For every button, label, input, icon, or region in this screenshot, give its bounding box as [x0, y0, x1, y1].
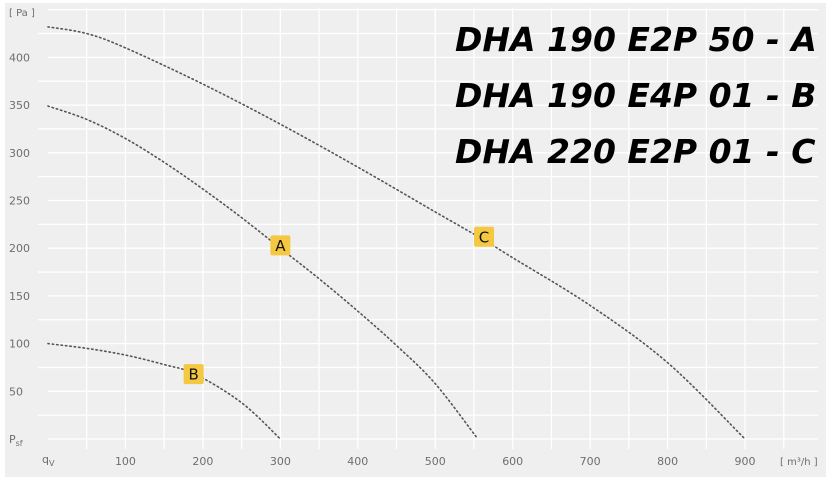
x-origin-label: qV [42, 453, 55, 468]
y-tick-label: 300 [9, 147, 30, 160]
curve-badges: A B C [183, 226, 495, 385]
legend: DHA 190 E2P 50 - A DHA 190 E4P 01 - B DH… [455, 12, 817, 180]
x-tick-label: 100 [115, 455, 136, 468]
x-tick-label: 700 [580, 455, 601, 468]
curve-c [47, 26, 746, 440]
plot-background [5, 3, 826, 477]
y-tick-label: 400 [9, 51, 30, 64]
x-tick-label: 600 [502, 455, 523, 468]
legend-item-b: DHA 190 E4P 01 - B [455, 76, 817, 115]
axis-ticks: 50 100 150 200 250 300 350 400 100 200 300 400 500 60… [9, 51, 756, 468]
badge-a: A [270, 235, 291, 256]
grid [38, 7, 818, 449]
x-tick-label: 200 [192, 455, 213, 468]
legend-item-a: DHA 190 E2P 50 - A [455, 20, 817, 59]
y-tick-label: 150 [9, 290, 30, 303]
badge-c: C [474, 226, 495, 247]
curves [47, 26, 746, 440]
x-tick-label: 900 [735, 455, 756, 468]
y-tick-label: 100 [9, 338, 30, 351]
x-tick-label: 300 [270, 455, 291, 468]
svg-text:B: B [188, 366, 198, 384]
y-tick-label: 350 [9, 99, 30, 112]
y-axis-unit: [ Pa ] [9, 8, 35, 19]
curve-a [47, 105, 479, 440]
x-tick-label: 500 [425, 455, 446, 468]
x-tick-label: 800 [657, 455, 678, 468]
curve-b [47, 342, 282, 440]
y-tick-label: 50 [9, 385, 23, 398]
y-tick-label: 250 [9, 195, 30, 208]
badge-b: B [183, 364, 204, 385]
x-axis-unit: [ m³/h ] [780, 457, 818, 468]
svg-text:A: A [275, 237, 286, 255]
svg-text:C: C [479, 228, 489, 246]
x-tick-label: 400 [347, 455, 368, 468]
legend-item-c: DHA 220 E2P 01 - C [455, 132, 816, 171]
y-tick-label: 200 [9, 242, 30, 255]
y-origin-label: Psf [9, 433, 23, 448]
